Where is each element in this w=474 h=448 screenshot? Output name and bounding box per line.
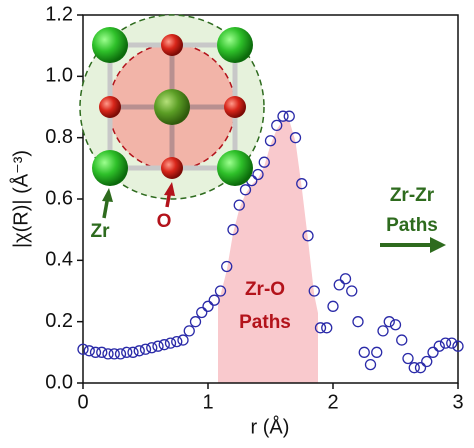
shaded-area xyxy=(218,120,318,383)
data-point xyxy=(77,343,89,355)
annotation: Zr-Zr xyxy=(390,185,435,206)
y-tick-label: 0.6 xyxy=(45,187,73,209)
inset-arrows xyxy=(102,182,175,219)
data-point xyxy=(339,273,352,285)
annotation: Zr-O xyxy=(245,279,285,300)
data-point xyxy=(96,346,108,358)
data-point xyxy=(402,352,414,365)
x-axis-label: r (Å) xyxy=(251,415,290,438)
y-tick-label: 0.4 xyxy=(45,249,73,271)
data-point xyxy=(121,346,133,358)
data-point xyxy=(314,322,327,334)
data-point xyxy=(189,316,202,328)
zr-zr-arrow xyxy=(380,237,446,253)
data-point xyxy=(277,110,289,122)
annotation: Paths xyxy=(239,312,291,333)
data-point xyxy=(321,322,333,334)
y-tick-label: 0.0 xyxy=(45,371,73,393)
oxygen-atoms xyxy=(99,34,246,179)
annotation: Paths xyxy=(386,215,438,236)
data-point xyxy=(208,294,220,306)
data-point xyxy=(296,178,308,190)
data-point xyxy=(433,340,445,352)
x-tick-label: 2 xyxy=(327,391,338,413)
data-point xyxy=(446,337,458,349)
data-point xyxy=(289,132,302,144)
data-point xyxy=(408,362,420,374)
data-point xyxy=(164,337,177,349)
data-point xyxy=(358,346,370,358)
data-point xyxy=(283,110,295,122)
data-point xyxy=(202,300,214,312)
data-point xyxy=(196,306,208,319)
y-tick-label: 0.2 xyxy=(45,310,73,332)
annotation: Zr xyxy=(91,221,111,242)
data-point xyxy=(108,348,120,360)
data-point xyxy=(83,345,95,357)
data-point xyxy=(252,168,264,181)
data-point xyxy=(414,362,427,374)
x-tick-label: 0 xyxy=(77,391,88,413)
data-point xyxy=(127,346,139,358)
data-point xyxy=(389,319,402,331)
data-point xyxy=(139,343,152,355)
data-point xyxy=(227,224,239,236)
data-point xyxy=(452,340,464,352)
data-point xyxy=(364,358,377,371)
data-point xyxy=(177,334,189,346)
data-point xyxy=(333,279,345,291)
data-point xyxy=(383,316,395,328)
data-point xyxy=(258,156,270,168)
y-tick-label: 0.8 xyxy=(45,126,73,148)
data-point xyxy=(239,184,252,196)
data-point xyxy=(133,345,145,357)
data-point xyxy=(264,135,277,147)
data-point xyxy=(327,300,339,312)
data-point xyxy=(427,346,439,358)
data-point xyxy=(114,348,127,360)
plot-area: 0.0 0.2 0.4 0.6 0.8 1.0 1.2 0 1 2 3 xyxy=(45,3,464,413)
data-point xyxy=(233,199,245,211)
data-point xyxy=(396,334,408,346)
data-point xyxy=(308,285,320,297)
data-point xyxy=(371,346,383,358)
data-point xyxy=(302,230,314,242)
data-point xyxy=(214,285,227,297)
data-point xyxy=(152,340,164,352)
data-point xyxy=(89,346,102,358)
data-point xyxy=(158,339,170,351)
data-point xyxy=(171,335,183,348)
annotation: O xyxy=(157,211,172,232)
crystal-inset xyxy=(79,14,265,219)
data-point xyxy=(102,348,114,360)
x-tick-label: 1 xyxy=(202,391,213,413)
data-point xyxy=(421,355,433,368)
y-tick-label: 1.2 xyxy=(45,3,73,25)
zr-atoms xyxy=(92,27,253,186)
data-point xyxy=(183,325,195,337)
data-point xyxy=(439,337,452,349)
data-point xyxy=(377,325,389,337)
data-point xyxy=(346,285,358,297)
data-point xyxy=(352,316,364,328)
y-tick-label: 1.0 xyxy=(45,65,73,87)
data-point xyxy=(271,119,283,132)
data-point xyxy=(146,342,158,354)
data-point xyxy=(221,260,233,273)
y-axis-label: |χ(R)| (Å⁻³) xyxy=(9,150,32,248)
x-tick-label: 3 xyxy=(452,391,463,413)
